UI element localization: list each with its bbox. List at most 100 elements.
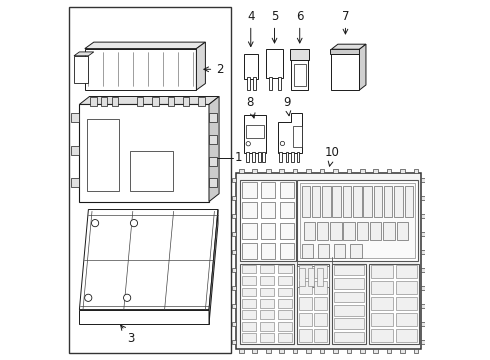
Bar <box>112 97 118 106</box>
Bar <box>315 329 327 342</box>
Bar <box>387 349 392 353</box>
Bar <box>357 222 368 240</box>
Bar <box>405 186 413 217</box>
Bar <box>244 54 258 79</box>
Bar <box>209 157 217 166</box>
Bar <box>243 182 257 198</box>
Bar <box>301 243 313 258</box>
Bar <box>232 213 236 218</box>
Bar <box>260 276 274 285</box>
Bar <box>400 169 405 173</box>
Bar <box>280 243 294 259</box>
Bar <box>72 178 79 187</box>
Bar <box>421 213 425 218</box>
Bar <box>258 152 261 162</box>
Bar <box>421 303 425 308</box>
Bar <box>312 186 320 217</box>
Bar <box>243 243 257 259</box>
Bar <box>292 152 294 162</box>
Bar <box>209 178 217 187</box>
Bar <box>304 222 315 240</box>
Bar <box>371 297 392 310</box>
Polygon shape <box>330 49 361 54</box>
Bar <box>300 183 415 258</box>
Bar <box>278 276 293 285</box>
Bar <box>317 268 323 286</box>
Bar <box>298 297 312 310</box>
Polygon shape <box>196 42 205 90</box>
Bar <box>370 222 381 240</box>
Bar <box>396 265 417 278</box>
Circle shape <box>280 141 285 145</box>
Bar <box>297 266 329 287</box>
Bar <box>353 186 362 217</box>
Bar <box>414 169 418 173</box>
Bar <box>334 305 364 316</box>
Bar <box>242 299 256 307</box>
Bar <box>243 222 257 239</box>
Bar <box>242 265 256 273</box>
Circle shape <box>246 141 250 146</box>
Polygon shape <box>209 210 218 324</box>
Bar <box>371 281 392 294</box>
Bar <box>232 232 236 236</box>
Bar <box>198 97 205 106</box>
Bar <box>252 152 255 162</box>
Bar <box>69 7 231 353</box>
Bar <box>266 169 270 173</box>
Bar <box>240 180 296 261</box>
Bar <box>260 322 274 330</box>
Polygon shape <box>278 113 301 153</box>
Bar <box>278 288 293 296</box>
Bar <box>301 186 310 217</box>
Bar <box>315 281 327 294</box>
Bar <box>252 349 257 353</box>
Polygon shape <box>331 44 366 49</box>
Bar <box>261 243 275 259</box>
Polygon shape <box>360 44 366 90</box>
Bar <box>298 329 312 342</box>
Bar <box>394 186 403 217</box>
Polygon shape <box>74 52 94 56</box>
Bar <box>293 349 297 353</box>
Bar <box>152 97 159 106</box>
Bar <box>384 186 392 217</box>
Bar <box>315 297 327 310</box>
Bar <box>332 186 341 217</box>
Bar <box>334 332 364 342</box>
Bar <box>232 322 236 326</box>
Bar <box>242 276 256 285</box>
Bar <box>278 265 293 273</box>
Polygon shape <box>79 96 219 104</box>
Circle shape <box>85 294 92 301</box>
Text: 2: 2 <box>204 63 224 76</box>
Bar <box>297 264 329 344</box>
Bar <box>209 113 217 122</box>
Polygon shape <box>79 210 218 310</box>
Bar <box>261 222 275 239</box>
Bar <box>85 49 196 90</box>
Bar <box>266 349 270 353</box>
Bar <box>278 299 293 307</box>
Bar <box>421 340 425 344</box>
Bar <box>298 265 312 278</box>
Bar <box>414 349 418 353</box>
Bar <box>396 281 417 294</box>
Bar <box>396 313 417 326</box>
Text: 1: 1 <box>234 151 242 165</box>
Bar <box>246 77 249 90</box>
Bar <box>322 186 331 217</box>
Text: 5: 5 <box>271 10 278 43</box>
Bar <box>261 202 275 218</box>
Bar <box>421 322 425 326</box>
Polygon shape <box>85 42 205 49</box>
Bar <box>334 319 364 329</box>
Bar <box>232 340 236 344</box>
Bar <box>396 222 408 240</box>
Bar <box>421 196 425 200</box>
Bar <box>266 49 283 78</box>
Bar <box>137 97 144 106</box>
Bar <box>421 286 425 290</box>
Bar <box>260 299 274 307</box>
Text: 9: 9 <box>283 96 291 116</box>
